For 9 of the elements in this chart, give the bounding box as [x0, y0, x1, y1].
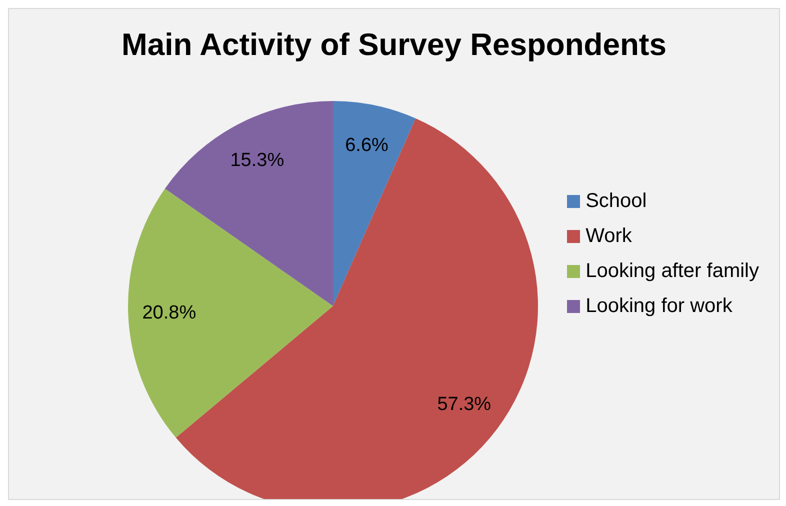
legend-label: Looking for work	[586, 294, 732, 319]
data-label: 20.8%	[142, 302, 196, 324]
data-label: 15.3%	[230, 150, 284, 172]
data-label: 57.3%	[437, 394, 492, 415]
legend-label: Looking after family	[586, 259, 759, 284]
chart-title: Main Activity of Survey Respondents	[120, 27, 668, 63]
data-label: 6.6%	[345, 135, 389, 156]
legend-label: School	[586, 189, 647, 214]
legend-label: Work	[586, 224, 632, 249]
